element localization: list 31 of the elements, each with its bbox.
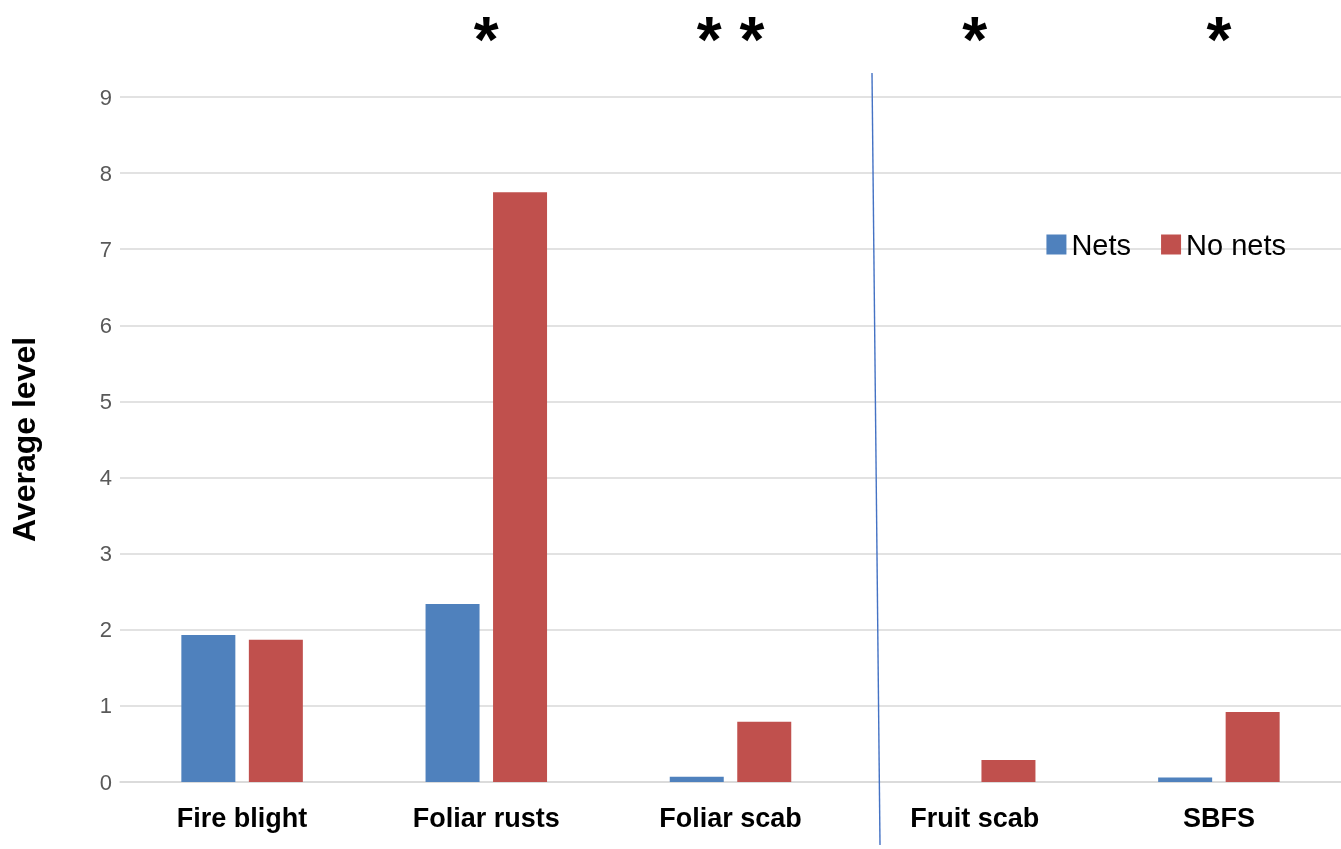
legend-label: No nets <box>1186 228 1287 261</box>
x-tick-label: Foliar rusts <box>412 802 560 833</box>
x-tick-label: Fruit scab <box>910 802 1040 833</box>
y-tick-label: 4 <box>99 465 112 491</box>
y-tick-label: 8 <box>99 160 112 186</box>
bar <box>669 776 724 782</box>
y-tick-label: 1 <box>99 693 112 719</box>
legend-label: Nets <box>1071 228 1132 261</box>
y-tick-label: 6 <box>99 312 112 338</box>
y-tick-label: 3 <box>99 541 112 567</box>
text: * * <box>696 4 765 76</box>
x-tick-label: Fire blight <box>176 802 308 833</box>
bar <box>981 759 1036 782</box>
bar <box>181 635 236 782</box>
text: * <box>962 4 988 76</box>
bar <box>493 192 548 782</box>
y-tick-label: 0 <box>99 769 112 795</box>
bar <box>1225 711 1280 782</box>
y-tick-label: 5 <box>99 388 112 414</box>
bar <box>737 721 792 782</box>
y-axis-title: Average level <box>6 336 42 543</box>
y-tick-label: 9 <box>99 84 112 110</box>
text: * <box>473 4 499 76</box>
y-tick-label: 2 <box>99 617 112 643</box>
bar <box>248 639 303 782</box>
bar <box>1158 777 1213 782</box>
x-tick-label: SBFS <box>1182 802 1255 833</box>
x-tick-label: Foliar scab <box>659 802 802 833</box>
bar <box>425 603 480 782</box>
y-tick-label: 7 <box>99 236 112 262</box>
text: * <box>1206 4 1232 76</box>
